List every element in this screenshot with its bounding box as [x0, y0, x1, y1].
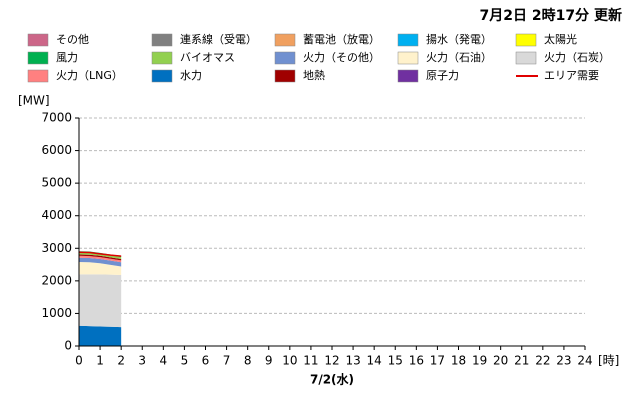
legend-label: 揚水（発電） — [426, 32, 492, 46]
x-tick-label: 1 — [96, 354, 104, 368]
area — [79, 252, 122, 260]
legend-label: バイオマス — [180, 51, 235, 64]
x-tick-label: 0 — [75, 354, 83, 368]
legend-swatch — [397, 51, 419, 65]
x-tick-label: 18 — [451, 354, 466, 368]
x-tick-label: 10 — [282, 354, 297, 368]
legend-swatch — [151, 51, 173, 65]
legend-label: 連系線（受電） — [180, 32, 257, 46]
y-tick-label: 2000 — [41, 273, 72, 287]
area — [79, 325, 122, 346]
x-tick-label: 2 — [117, 354, 125, 368]
x-axis-label: 7/2(水) — [310, 372, 354, 387]
x-axis-unit: [時] — [598, 354, 619, 368]
x-tick-label: 4 — [160, 354, 168, 368]
legend-swatch — [151, 69, 173, 83]
x-tick-label: 3 — [138, 354, 146, 368]
legend-label: その他 — [56, 33, 89, 46]
x-tick-label: 15 — [388, 354, 403, 368]
legend-swatch — [515, 33, 537, 47]
y-axis-label: [MW] — [18, 94, 50, 108]
x-tick-label: 6 — [202, 354, 210, 368]
x-tick-label: 13 — [345, 354, 360, 368]
y-tick-label: 0 — [64, 339, 72, 353]
legend-label: 火力（石炭） — [544, 51, 610, 64]
y-tick-label: 7000 — [41, 111, 72, 125]
legend-label: エリア需要 — [544, 69, 599, 82]
x-tick-label: 22 — [535, 354, 550, 368]
y-tick-label: 1000 — [41, 306, 72, 320]
legend-label: 風力 — [56, 51, 78, 64]
legend-swatch — [397, 69, 419, 83]
demand-line — [78, 251, 122, 257]
x-tick-label: 5 — [181, 354, 189, 368]
x-tick-label: 23 — [556, 354, 571, 368]
x-tick-label: 24 — [577, 354, 592, 368]
legend-swatch — [27, 51, 49, 65]
area — [79, 254, 122, 261]
legend-label: 原子力 — [426, 69, 459, 82]
x-tick-label: 11 — [303, 354, 318, 368]
y-tick-label: 6000 — [41, 143, 72, 157]
x-tick-label: 14 — [367, 354, 382, 368]
legend-label: 蓄電池（放電） — [303, 32, 380, 46]
area — [79, 255, 122, 263]
y-tick-label: 5000 — [41, 176, 72, 190]
x-tick-label: 17 — [430, 354, 445, 368]
legend-swatch — [274, 33, 296, 47]
area — [79, 257, 122, 267]
legend-swatch — [397, 33, 419, 47]
x-tick-label: 19 — [472, 354, 487, 368]
legend-label: 地熱 — [303, 69, 325, 82]
legend-label: 火力（その他） — [303, 51, 380, 64]
area — [79, 274, 122, 328]
x-tick-label: 16 — [409, 354, 424, 368]
legend-swatch — [515, 51, 537, 65]
legend-label: 火力（LNG） — [56, 69, 123, 82]
y-tick-label: 3000 — [41, 241, 72, 255]
legend-label: 火力（石油） — [426, 50, 492, 64]
x-tick-label: 7 — [223, 354, 231, 368]
x-tick-label: 20 — [493, 354, 508, 368]
legend-label: 太陽光 — [544, 32, 577, 46]
legend-swatch — [274, 51, 296, 65]
legend-swatch — [27, 69, 49, 83]
y-tick-label: 4000 — [41, 208, 72, 222]
x-tick-label: 8 — [244, 354, 252, 368]
x-tick-label: 12 — [324, 354, 339, 368]
legend-swatch — [274, 69, 296, 83]
legend-swatch — [27, 33, 49, 47]
legend-label: 水力 — [180, 69, 202, 82]
legend-swatch — [151, 33, 173, 47]
x-tick-label: 9 — [265, 354, 273, 368]
x-tick-label: 21 — [514, 354, 529, 368]
area — [79, 261, 122, 275]
chart-title: 7月2日 2時17分 更新 — [480, 7, 622, 24]
